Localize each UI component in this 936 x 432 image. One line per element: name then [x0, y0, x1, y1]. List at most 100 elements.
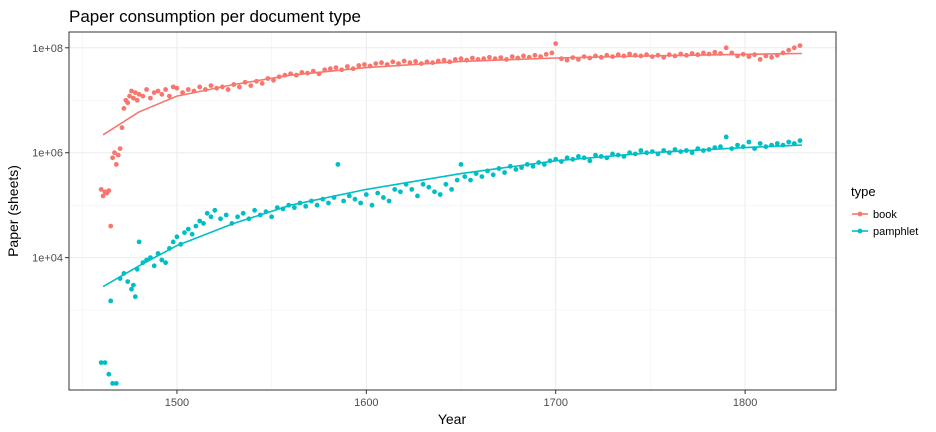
pamphlet-point [542, 162, 547, 167]
book-point [265, 76, 271, 81]
pamphlet-point [125, 279, 131, 284]
book-point [407, 60, 413, 66]
pamphlet-point [297, 200, 303, 206]
book-point [356, 63, 362, 68]
pamphlet-point [151, 263, 157, 269]
book-point [373, 61, 379, 66]
pamphlet-point [462, 174, 468, 180]
pamphlet-point [252, 207, 257, 213]
pamphlet-point [326, 200, 331, 206]
pamphlet-point [246, 216, 252, 222]
pamphlet-point [458, 162, 464, 167]
book-point [498, 55, 504, 60]
book-point [752, 52, 757, 58]
pamphlet-point [454, 177, 460, 183]
book-point [441, 57, 447, 63]
pamphlet-point [706, 147, 712, 152]
pamphlet-point [155, 251, 161, 256]
pamphlet-point [117, 276, 123, 281]
book-point [701, 50, 706, 56]
pamphlet-point [610, 151, 615, 157]
book-point [197, 84, 203, 90]
book-point [695, 52, 701, 58]
book-point [481, 56, 487, 62]
book-point [144, 87, 150, 92]
pamphlet-point [108, 298, 114, 304]
y-tick-label: 1e+08 [32, 43, 63, 55]
pamphlet-point [280, 206, 286, 212]
book-point [174, 85, 180, 91]
book-point [345, 64, 350, 69]
book-point [248, 83, 254, 88]
book-point [435, 58, 441, 64]
y-axis-title: Paper (sheets) [5, 165, 21, 257]
book-point [310, 68, 316, 74]
book-point [581, 54, 587, 59]
pamphlet-point [204, 210, 210, 216]
book-point [632, 52, 638, 58]
pamphlet-point [655, 151, 661, 157]
pamphlet-point [320, 196, 326, 202]
book-point [521, 53, 526, 59]
x-axis: 1500 1600 1700 1800 [165, 390, 757, 409]
book-point [526, 54, 532, 60]
pamphlet-point [701, 148, 706, 153]
book-point [515, 55, 521, 61]
pamphlet-point [769, 142, 774, 148]
pamphlet-point [712, 145, 718, 151]
pamphlet-point [678, 149, 684, 155]
pamphlet-point [519, 165, 524, 171]
pamphlet-point [167, 246, 172, 251]
pamphlet-point [386, 198, 392, 204]
book-point [458, 56, 464, 62]
book-point [672, 53, 678, 59]
pamphlet-point [148, 255, 153, 260]
book-point [532, 52, 538, 58]
book-point [769, 54, 774, 60]
pamphlet-point [102, 360, 108, 365]
legend-key-book-point [857, 211, 863, 217]
pamphlet-point [274, 205, 280, 211]
book-point [100, 193, 106, 199]
pamphlet-point [581, 155, 587, 161]
book-point [108, 223, 114, 229]
pamphlet-point [182, 230, 187, 236]
book-point [621, 53, 627, 59]
pamphlet-point [163, 260, 169, 266]
pamphlet-point [358, 200, 363, 206]
pamphlet-point [426, 184, 432, 190]
pamphlet-point [341, 198, 346, 204]
pamphlet-point [403, 181, 409, 187]
book-point [559, 56, 564, 62]
pamphlet-point [757, 141, 763, 146]
book-point [322, 67, 328, 73]
x-tick-label: 1700 [543, 397, 567, 409]
book-point [615, 52, 621, 58]
pamphlet-point [363, 192, 369, 197]
pamphlet-point [106, 371, 112, 377]
pamphlet-point [797, 138, 803, 144]
book-point [604, 52, 610, 58]
pamphlet-point [174, 234, 180, 240]
pamphlet-point [661, 148, 667, 153]
pamphlet-point [507, 163, 513, 169]
book-point [132, 90, 138, 95]
book-point [418, 61, 424, 66]
grid [69, 32, 836, 390]
book-point [649, 54, 655, 59]
pamphlet-point [197, 218, 203, 224]
pamphlet-point [786, 139, 792, 145]
book-point [191, 88, 197, 94]
book-point [470, 55, 475, 61]
book-point [549, 50, 555, 56]
book-point [151, 90, 157, 95]
book-point [593, 53, 598, 59]
pamphlet-point [292, 205, 297, 211]
book-point [638, 53, 644, 59]
book-point [282, 72, 288, 78]
book-point [231, 82, 237, 87]
book-point [774, 52, 780, 58]
book-point [678, 51, 684, 57]
book-point [712, 49, 718, 55]
pamphlet-point [201, 221, 206, 226]
